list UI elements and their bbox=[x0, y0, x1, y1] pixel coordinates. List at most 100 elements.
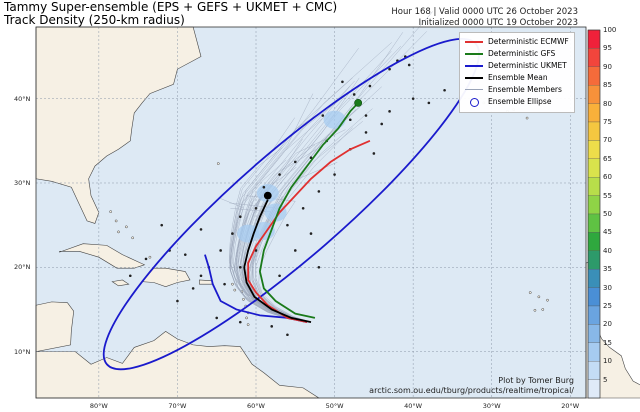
member-final-point bbox=[238, 320, 242, 324]
colorbar-swatch bbox=[587, 305, 601, 325]
colorbar-tick-label: 70 bbox=[603, 136, 612, 145]
ensemble-member-track bbox=[233, 166, 312, 323]
title-line-2: Track Density (250-km radius) bbox=[4, 13, 185, 27]
member-final-point bbox=[364, 131, 368, 134]
member-final-point bbox=[231, 232, 234, 235]
member-final-point bbox=[321, 114, 325, 117]
credit-line-2: arctic.som.ou.edu/tburg/products/realtim… bbox=[369, 386, 574, 395]
colorbar-tick-label: 85 bbox=[603, 81, 612, 90]
member-final-point bbox=[223, 282, 226, 286]
lon-tick-label: 70°W bbox=[168, 402, 187, 410]
member-final-point bbox=[199, 274, 203, 278]
member-final-point bbox=[254, 206, 258, 210]
member-final-point bbox=[254, 249, 258, 252]
member-final-point bbox=[380, 122, 384, 126]
member-final-point bbox=[317, 266, 321, 269]
member-final-point bbox=[348, 118, 352, 122]
member-final-point bbox=[372, 152, 376, 155]
ensemble-member-track bbox=[255, 31, 427, 323]
legend: Deterministic ECMWF Deterministic GFS Dete… bbox=[459, 32, 575, 113]
colorbar-tick-label: 5 bbox=[603, 375, 608, 384]
member-final-point bbox=[286, 333, 289, 337]
legend-label: Ensemble Ellipse bbox=[488, 97, 552, 106]
ensemble-member-track bbox=[218, 197, 312, 323]
legend-label: Deterministic ECMWF bbox=[488, 37, 569, 46]
member-final-point bbox=[278, 173, 281, 176]
colorbar-swatch bbox=[587, 361, 601, 380]
colorbar-tick-label: 35 bbox=[603, 265, 612, 274]
lon-tick-label: 80°W bbox=[89, 402, 108, 410]
colorbar-tick-label: 80 bbox=[603, 99, 612, 108]
member-final-point bbox=[293, 249, 297, 252]
island bbox=[114, 219, 118, 223]
info-line-2: Initialized 0000 UTC 19 October 2023 bbox=[418, 18, 578, 28]
member-final-point bbox=[309, 156, 313, 159]
island bbox=[231, 282, 234, 286]
mean-final-point bbox=[263, 191, 272, 200]
lat-tick-label: 30°N bbox=[14, 178, 31, 187]
colorbar-swatch bbox=[587, 379, 601, 399]
island bbox=[233, 288, 237, 292]
colorbar-tick-label: 65 bbox=[603, 154, 612, 163]
member-final-point bbox=[411, 97, 415, 100]
legend-swatch bbox=[465, 77, 483, 79]
island bbox=[537, 295, 541, 299]
member-final-point bbox=[128, 274, 132, 278]
colorbar-tick-label: 50 bbox=[603, 210, 612, 218]
colorbar-swatch bbox=[587, 342, 601, 362]
ensemble-member-track bbox=[251, 86, 382, 323]
valid-time-info: Hour 168 | Valid 0000 UTC 26 October 202… bbox=[391, 7, 578, 29]
member-final-point bbox=[368, 84, 372, 88]
member-final-point bbox=[317, 190, 321, 193]
member-final-point bbox=[333, 173, 336, 176]
island bbox=[541, 308, 545, 311]
member-final-point bbox=[176, 299, 179, 303]
colorbar-frame bbox=[587, 29, 601, 399]
colorbar-tick-label: 40 bbox=[603, 246, 612, 255]
member-final-point bbox=[341, 80, 344, 84]
legend-label: Deterministic UKMET bbox=[488, 61, 567, 70]
land-central-america bbox=[35, 301, 75, 352]
member-final-point bbox=[301, 206, 305, 210]
member-final-point bbox=[278, 274, 281, 278]
colorbar-swatch bbox=[587, 48, 601, 67]
island bbox=[216, 162, 220, 165]
member-final-point bbox=[270, 325, 274, 328]
member-final-point bbox=[388, 110, 391, 113]
colorbar-tick-label: 95 bbox=[603, 44, 612, 53]
colorbar-tick-label: 90 bbox=[603, 62, 612, 71]
member-final-point bbox=[191, 287, 195, 290]
colorbar-tick-label: 55 bbox=[603, 191, 612, 200]
ensemble-member-track bbox=[230, 89, 355, 323]
island bbox=[533, 308, 537, 312]
credit-line-1: Plot by Tomer Burg bbox=[498, 376, 574, 385]
colorbar-tick-label: 75 bbox=[603, 118, 612, 126]
member-final-point bbox=[262, 185, 266, 189]
colorbar-swatch bbox=[587, 121, 601, 141]
colorbar-tick-label: 15 bbox=[603, 338, 612, 347]
island bbox=[546, 298, 549, 302]
legend-swatch bbox=[465, 53, 483, 55]
legend-swatch bbox=[465, 65, 483, 67]
member-final-point bbox=[443, 88, 446, 92]
ensemble-mean-track bbox=[243, 199, 312, 323]
lon-tick-label: 50°W bbox=[325, 402, 344, 410]
member-final-point bbox=[427, 101, 431, 105]
lat-tick-label: 40°N bbox=[14, 94, 31, 103]
land-puerto-rico bbox=[199, 279, 213, 285]
ukmet-track bbox=[204, 254, 308, 323]
colorbar-tick-label: 25 bbox=[603, 302, 612, 310]
colorbar-tick-label: 20 bbox=[603, 320, 612, 329]
legend-label: Deterministic GFS bbox=[488, 49, 556, 58]
member-final-point bbox=[238, 215, 242, 219]
density-blob bbox=[323, 110, 346, 129]
colorbar-swatch bbox=[587, 195, 601, 215]
island bbox=[109, 210, 112, 214]
gfs-track bbox=[259, 102, 359, 319]
member-final-point bbox=[309, 232, 313, 235]
island bbox=[131, 236, 134, 240]
colorbar-swatch bbox=[587, 232, 601, 251]
colorbar-swatch bbox=[587, 103, 601, 123]
info-line-1: Hour 168 | Valid 0000 UTC 26 October 202… bbox=[391, 7, 578, 17]
member-final-point bbox=[286, 223, 289, 227]
